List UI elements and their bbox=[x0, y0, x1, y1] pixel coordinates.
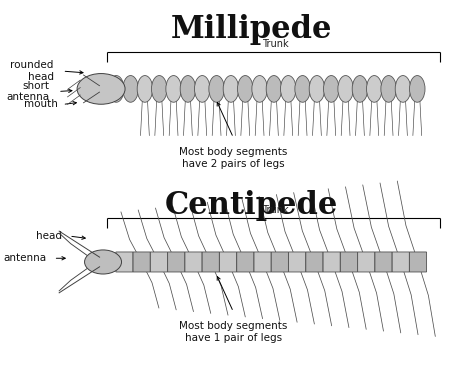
Ellipse shape bbox=[123, 76, 138, 102]
Ellipse shape bbox=[237, 76, 253, 102]
Text: short
antenna: short antenna bbox=[6, 81, 49, 102]
FancyBboxPatch shape bbox=[289, 252, 306, 272]
Ellipse shape bbox=[366, 76, 382, 102]
FancyBboxPatch shape bbox=[237, 252, 254, 272]
FancyBboxPatch shape bbox=[410, 252, 427, 272]
FancyBboxPatch shape bbox=[185, 252, 202, 272]
Ellipse shape bbox=[381, 76, 396, 102]
Ellipse shape bbox=[209, 76, 224, 102]
Ellipse shape bbox=[252, 76, 267, 102]
FancyBboxPatch shape bbox=[202, 252, 219, 272]
FancyBboxPatch shape bbox=[340, 252, 357, 272]
Ellipse shape bbox=[84, 250, 121, 274]
Text: head: head bbox=[36, 231, 63, 241]
FancyBboxPatch shape bbox=[271, 252, 288, 272]
Text: Most body segments
have 1 pair of legs: Most body segments have 1 pair of legs bbox=[179, 321, 288, 343]
Text: antenna: antenna bbox=[4, 253, 47, 263]
Ellipse shape bbox=[266, 76, 282, 102]
Ellipse shape bbox=[166, 76, 182, 102]
FancyBboxPatch shape bbox=[133, 252, 150, 272]
FancyBboxPatch shape bbox=[358, 252, 375, 272]
Ellipse shape bbox=[223, 76, 239, 102]
Text: Centipede: Centipede bbox=[164, 190, 338, 221]
Text: Most body segments
have 2 pairs of legs: Most body segments have 2 pairs of legs bbox=[179, 147, 288, 169]
Ellipse shape bbox=[309, 76, 325, 102]
FancyBboxPatch shape bbox=[323, 252, 340, 272]
Ellipse shape bbox=[109, 76, 124, 102]
Ellipse shape bbox=[180, 76, 196, 102]
FancyBboxPatch shape bbox=[392, 252, 410, 272]
Ellipse shape bbox=[194, 76, 210, 102]
FancyBboxPatch shape bbox=[306, 252, 323, 272]
Ellipse shape bbox=[410, 76, 425, 102]
Text: Trunk: Trunk bbox=[262, 205, 289, 215]
Ellipse shape bbox=[77, 74, 125, 104]
Ellipse shape bbox=[137, 76, 153, 102]
Ellipse shape bbox=[281, 76, 296, 102]
Ellipse shape bbox=[324, 76, 339, 102]
FancyBboxPatch shape bbox=[254, 252, 271, 272]
Ellipse shape bbox=[352, 76, 368, 102]
FancyBboxPatch shape bbox=[168, 252, 185, 272]
Ellipse shape bbox=[338, 76, 353, 102]
Text: Millipede: Millipede bbox=[171, 14, 332, 45]
Text: rounded
head: rounded head bbox=[10, 60, 54, 82]
Text: Trunk: Trunk bbox=[262, 39, 289, 49]
Ellipse shape bbox=[152, 76, 167, 102]
Text: mouth: mouth bbox=[24, 99, 58, 109]
FancyBboxPatch shape bbox=[150, 252, 167, 272]
FancyBboxPatch shape bbox=[375, 252, 392, 272]
Ellipse shape bbox=[295, 76, 310, 102]
FancyBboxPatch shape bbox=[116, 252, 133, 272]
FancyBboxPatch shape bbox=[219, 252, 237, 272]
Ellipse shape bbox=[395, 76, 410, 102]
